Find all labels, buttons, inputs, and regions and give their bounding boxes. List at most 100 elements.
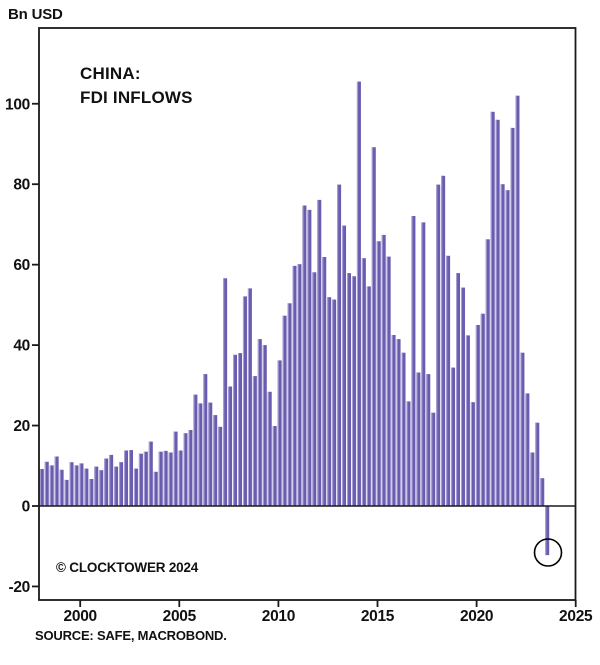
bar-highlight-edge [510, 127, 512, 507]
bar-highlight-edge [54, 456, 56, 506]
bar-1999Q1 [59, 469, 64, 506]
bar-2017Q4 [431, 412, 436, 506]
bar-2020Q4 [490, 111, 495, 507]
bar-highlight-edge [421, 222, 423, 506]
bar-2007Q3 [228, 386, 233, 506]
bar-highlight-edge [223, 278, 225, 506]
bar-highlight-edge [99, 470, 101, 506]
bar-highlight-edge [342, 225, 344, 506]
bar-highlight-edge [143, 451, 145, 506]
bar-highlight-edge [218, 426, 220, 506]
bar-2009Q4 [272, 426, 277, 506]
bar-highlight-edge [262, 345, 264, 506]
bar-2021Q2 [500, 184, 505, 506]
bar-highlight-edge [64, 479, 66, 506]
bar-2013Q3 [347, 273, 352, 506]
bar-2012Q3 [327, 297, 332, 506]
bar-highlight-edge [292, 265, 294, 506]
bar-highlight-edge [520, 352, 522, 506]
bar-highlight-edge [178, 450, 180, 506]
bar-1998Q4 [54, 456, 59, 506]
bar-2021Q3 [505, 190, 510, 506]
bar-2008Q2 [242, 296, 247, 506]
bar-highlight-edge [74, 465, 76, 506]
bar-highlight-edge [247, 288, 250, 506]
bar-2000Q3 [89, 479, 94, 506]
bar-highlight-edge [475, 325, 477, 506]
bar-1998Q3 [49, 465, 54, 506]
bar-2019Q1 [456, 273, 461, 506]
bar-2009Q3 [267, 391, 272, 506]
bar-highlight-edge [163, 450, 165, 506]
bar-highlight-edge [307, 209, 309, 506]
bar-2001Q4 [114, 466, 119, 506]
bar-2015Q1 [376, 241, 381, 507]
y-axis-tick-label: 60 [13, 257, 30, 274]
bar-2002Q2 [124, 450, 129, 506]
bar-2017Q3 [426, 374, 431, 506]
x-axis-tick-label: 2020 [460, 608, 493, 625]
bar-2023Q1 [535, 422, 540, 506]
bar-2023Q2 [540, 478, 545, 506]
bar-2014Q2 [361, 258, 366, 506]
bar-2002Q4 [133, 468, 138, 506]
bar-highlight-edge [158, 451, 160, 506]
bar-2007Q1 [218, 426, 223, 506]
bar-highlight-edge [213, 415, 215, 506]
bar-highlight-edge [366, 286, 368, 506]
y-axis-tick-label: -20 [8, 579, 30, 596]
bar-highlight-edge [460, 287, 463, 506]
bar-2015Q2 [381, 234, 386, 506]
bar-highlight-edge [327, 297, 329, 506]
bar-highlight-edge [416, 372, 418, 506]
bar-highlight-edge [287, 303, 289, 506]
source-note: SOURCE: SAFE, MACROBOND. [35, 628, 227, 643]
bar-1998Q1 [39, 469, 44, 506]
bar-2018Q2 [441, 175, 446, 507]
bar-2001Q1 [99, 470, 104, 506]
bar-highlight-edge [351, 276, 354, 506]
bar-2018Q1 [436, 184, 441, 506]
bar-highlight-edge [79, 463, 81, 506]
bar-highlight-edge [282, 315, 284, 506]
bar-highlight-edge [426, 374, 428, 506]
bar-highlight-edge [69, 462, 71, 506]
bar-highlight-edge [540, 478, 542, 506]
chart-title: CHINA: FDI INFLOWS [80, 62, 193, 110]
bar-highlight-edge [138, 453, 140, 506]
bar-2010Q1 [277, 360, 282, 506]
bar-2013Q4 [351, 276, 356, 506]
bar-2006Q1 [198, 403, 203, 506]
bar-highlight-edge [436, 184, 438, 506]
bar-highlight-edge [39, 469, 41, 506]
bar-2017Q1 [416, 372, 421, 506]
bar-2014Q3 [366, 286, 371, 506]
y-axis-tick-label: 0 [22, 499, 30, 516]
y-axis-tick-label: 20 [13, 418, 30, 435]
bar-2011Q2 [302, 205, 307, 506]
bar-2008Q3 [247, 288, 252, 506]
bar-2013Q1 [337, 184, 342, 506]
bar-2010Q2 [282, 315, 287, 506]
bar-1999Q4 [74, 465, 79, 506]
bar-2008Q4 [252, 376, 257, 506]
bar-highlight-edge [148, 441, 150, 506]
y-axis-tick-label: 100 [5, 96, 30, 113]
bar-highlight-edge [356, 81, 359, 506]
bar-highlight-edge [500, 184, 502, 506]
bar-2001Q2 [104, 458, 109, 506]
bar-highlight-edge [530, 452, 532, 506]
bar-highlight-edge [233, 354, 235, 506]
bar-highlight-edge [406, 401, 408, 506]
bar-highlight-edge [198, 403, 200, 506]
bar-highlight-edge [89, 479, 91, 506]
bar-2017Q2 [421, 222, 426, 506]
bar-2004Q2 [163, 450, 168, 506]
bar-2016Q1 [396, 339, 401, 506]
bar-highlight-edge [84, 468, 86, 506]
bar-1999Q2 [64, 479, 69, 506]
x-axis-tick-label: 2015 [361, 608, 395, 625]
bar-2000Q2 [84, 468, 89, 506]
bar-2000Q4 [94, 466, 99, 506]
